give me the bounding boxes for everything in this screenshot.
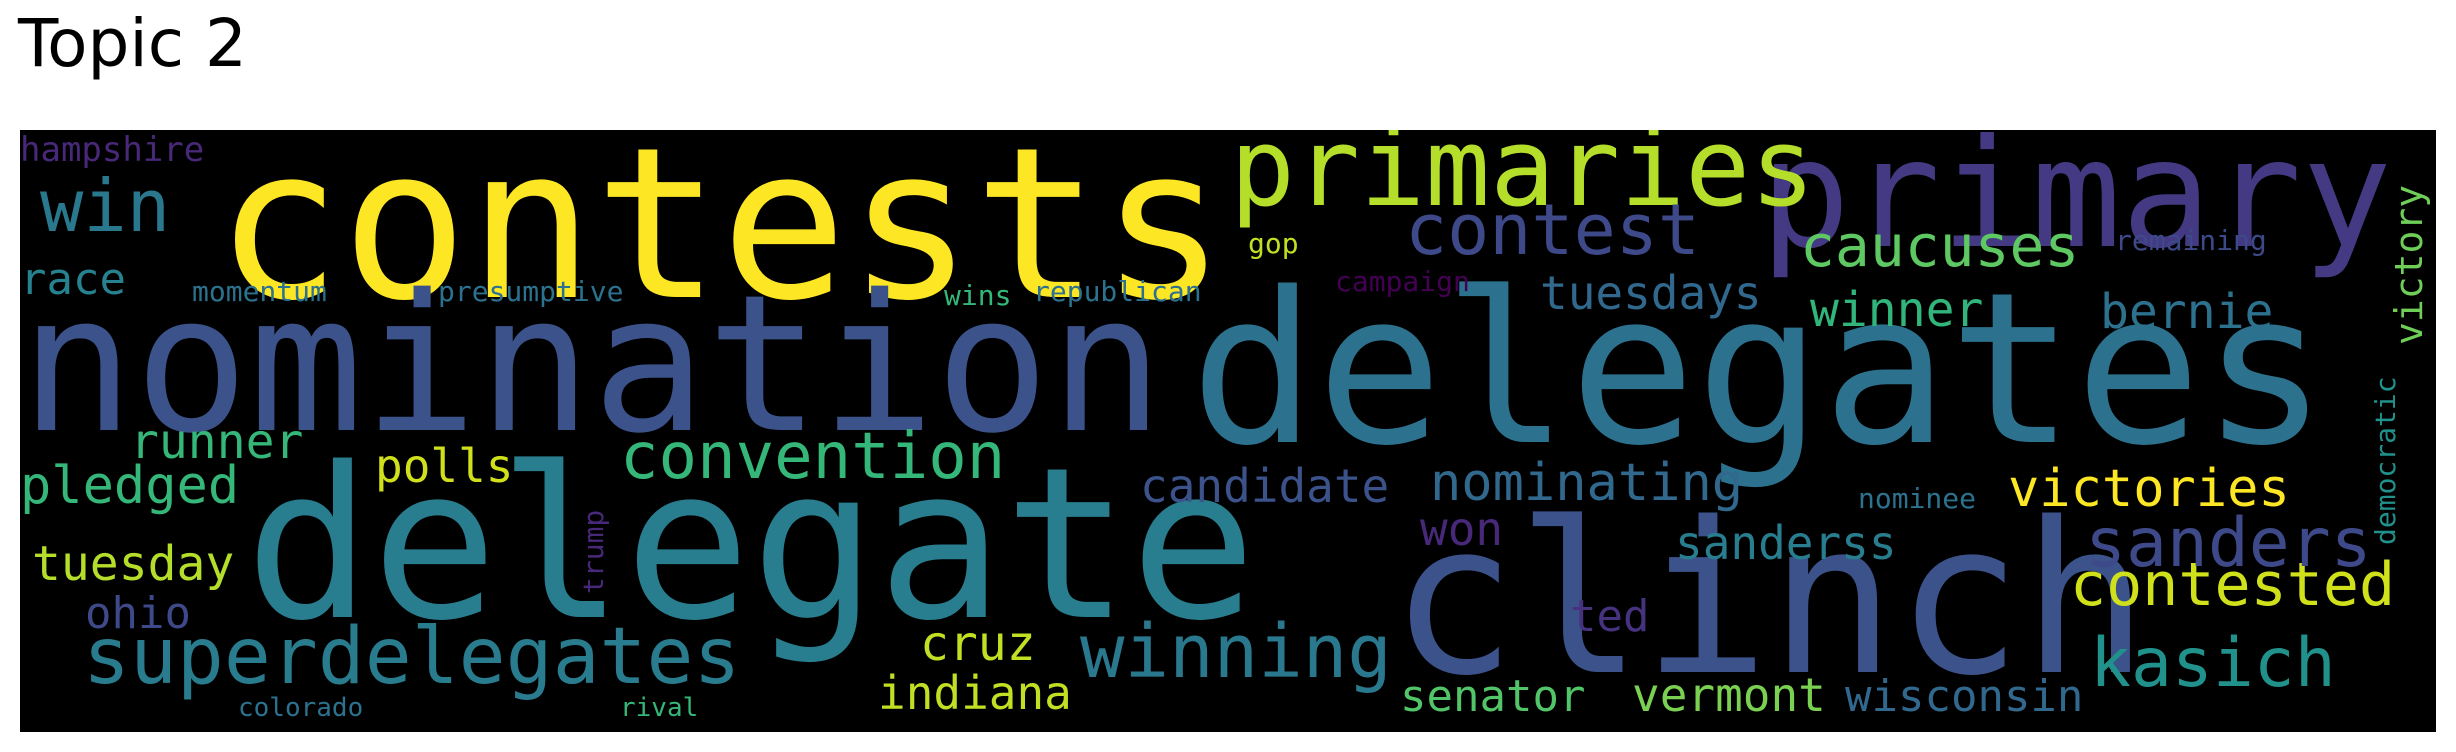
word-nomination: nomination	[20, 254, 1164, 475]
word-runner: runner	[130, 414, 304, 470]
word-senator: senator	[1400, 671, 1586, 722]
word-tuesday: tuesday	[32, 536, 235, 592]
word-presumptive: presumptive	[438, 275, 624, 308]
word-ted: ted	[1570, 591, 1650, 642]
word-convention: convention	[620, 420, 1006, 494]
word-primary: primary	[1760, 130, 2393, 282]
word-kasich: kasich	[2090, 624, 2336, 703]
figure-title: Topic 2	[18, 5, 247, 82]
word-caucuses: caucuses	[1800, 212, 2080, 280]
word-trump: trump	[577, 509, 610, 594]
word-campaign: campaign	[1335, 265, 1470, 298]
word-superdelegates: superdelegates	[83, 612, 741, 702]
word-candidate: candidate	[1140, 459, 1390, 513]
word-winner: winner	[1810, 282, 1984, 338]
word-win: win	[40, 164, 171, 248]
word-race: race	[20, 254, 126, 305]
word-polls: polls	[375, 439, 514, 493]
word-rival: rival	[620, 693, 699, 723]
word-primaries: primaries	[1230, 130, 1816, 231]
word-pledged: pledged	[20, 456, 240, 516]
word-momentum: momentum	[192, 275, 327, 308]
word-contests: contests	[215, 130, 1227, 347]
word-cloud: contests nomination delegates delegate c…	[20, 130, 2436, 732]
word-cruz: cruz	[920, 616, 1036, 672]
word-nominating: nominating	[1430, 453, 1744, 513]
word-indiana: indiana	[878, 666, 1072, 720]
word-tuesdays: tuesdays	[1540, 266, 1762, 320]
word-hampshire: hampshire	[20, 130, 205, 170]
word-wisconsin: wisconsin	[1845, 671, 2084, 722]
word-clinch: clinch	[1390, 477, 2149, 722]
word-delegate: delegate	[245, 422, 1257, 667]
word-nominee: nominee	[1858, 482, 1977, 515]
word-wins: wins	[944, 279, 1012, 312]
word-victory: victory	[2387, 184, 2431, 345]
word-sanders: sanders	[2085, 504, 2372, 583]
word-democratic: democratic	[2369, 376, 2402, 545]
word-won: won	[1420, 502, 1504, 556]
word-contest: contest	[1405, 189, 1701, 271]
word-delegates: delegates	[1190, 247, 2328, 492]
word-victories: victories	[2008, 459, 2290, 519]
word-remaining: remaining	[2115, 224, 2267, 257]
word-bernie: bernie	[2100, 284, 2274, 340]
word-winning: winning	[1080, 609, 1392, 695]
word-sanderss: sanderss	[1675, 516, 1897, 570]
word-contested: contested	[2070, 550, 2396, 620]
word-ohio: ohio	[85, 588, 191, 639]
word-vermont: vermont	[1632, 668, 1826, 722]
word-republican: republican	[1033, 275, 1202, 308]
word-colorado: colorado	[238, 693, 364, 723]
word-gop: gop	[1248, 227, 1299, 260]
